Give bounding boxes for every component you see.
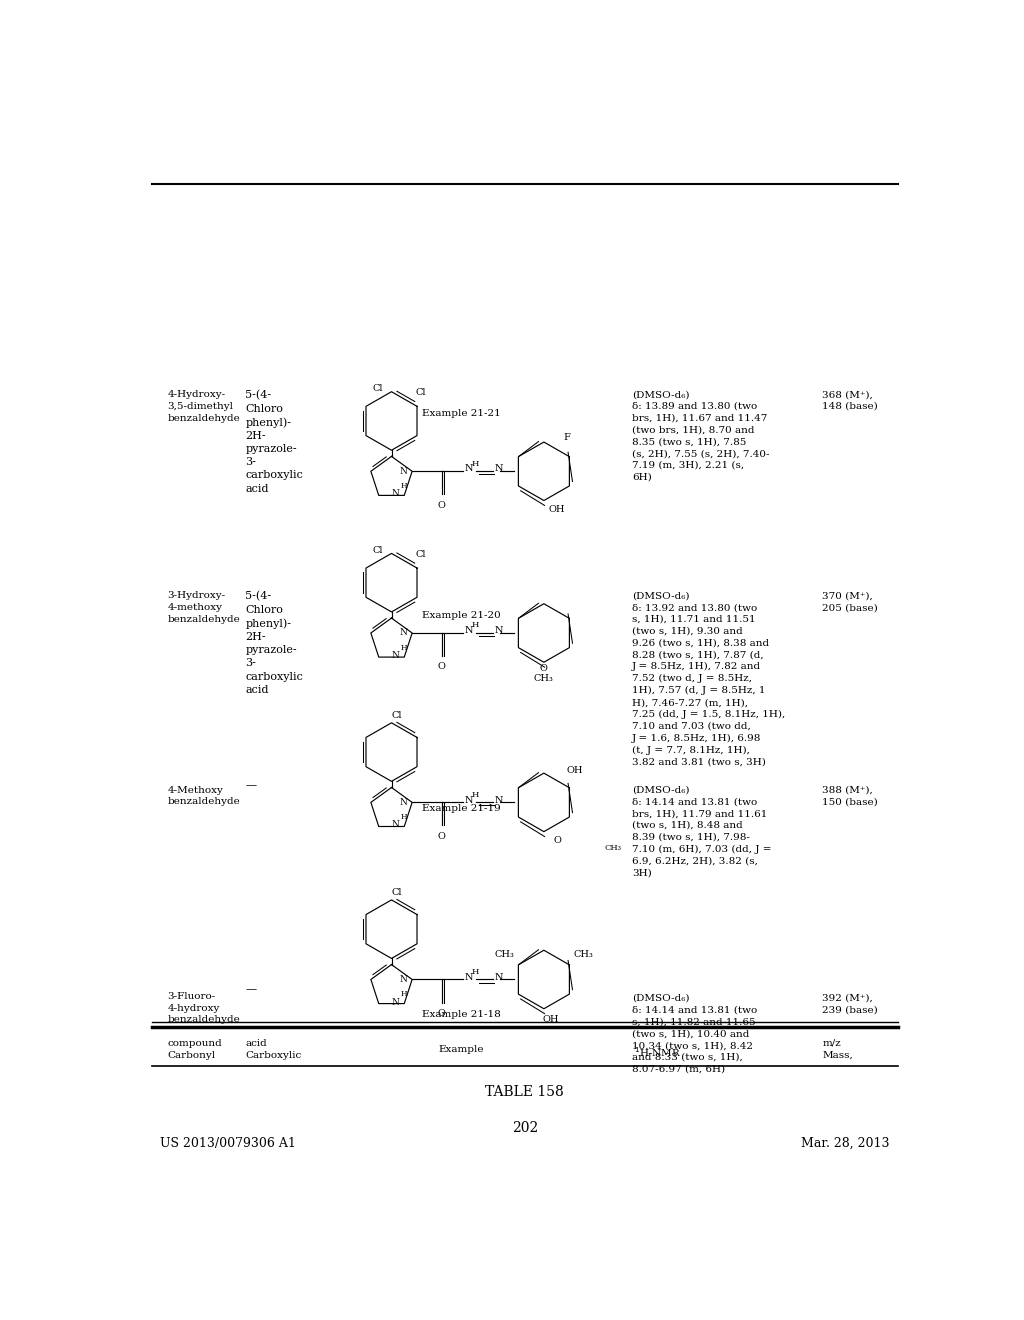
Text: H: H (471, 791, 478, 799)
Text: Cl: Cl (416, 550, 426, 558)
Text: CH₃: CH₃ (604, 843, 622, 851)
Text: Example 21-19: Example 21-19 (422, 804, 501, 813)
Text: $^{1}$H-NMR: $^{1}$H-NMR (634, 1044, 682, 1059)
Text: 370 (M⁺),
205 (base): 370 (M⁺), 205 (base) (822, 591, 879, 612)
Text: (DMSO-d₆)
δ: 14.14 and 13.81 (two
s, 1H), 11.82 and 11.65
(two s, 1H), 10.40 and: (DMSO-d₆) δ: 14.14 and 13.81 (two s, 1H)… (632, 994, 757, 1073)
Text: N: N (495, 796, 503, 805)
Text: N: N (495, 465, 503, 474)
Text: N: N (392, 651, 399, 660)
Text: N: N (495, 973, 503, 982)
Text: Carbonyl: Carbonyl (168, 1051, 216, 1060)
Text: N: N (465, 465, 473, 474)
Text: acid: acid (246, 1039, 267, 1048)
Text: H: H (400, 644, 407, 652)
Text: 5-(4-
Chloro
phenyl)-
2H-
pyrazole-
3-
carboxylic
acid: 5-(4- Chloro phenyl)- 2H- pyrazole- 3- c… (246, 391, 303, 494)
Text: Example 21-18: Example 21-18 (422, 1010, 501, 1019)
Text: 392 (M⁺),
239 (base): 392 (M⁺), 239 (base) (822, 994, 879, 1015)
Text: O: O (437, 1008, 445, 1018)
Text: O: O (437, 832, 445, 841)
Text: CH₃: CH₃ (573, 950, 594, 960)
Text: Cl: Cl (416, 388, 426, 397)
Text: compound: compound (168, 1039, 222, 1048)
Text: H: H (471, 622, 478, 630)
Text: O: O (437, 500, 445, 510)
Text: 4-Hydroxy-
3,5-dimethyl
benzaldehyde: 4-Hydroxy- 3,5-dimethyl benzaldehyde (168, 391, 241, 422)
Text: N: N (399, 975, 408, 983)
Text: N: N (465, 796, 473, 805)
Text: 388 (M⁺),
150 (base): 388 (M⁺), 150 (base) (822, 785, 879, 807)
Text: 368 (M⁺),
148 (base): 368 (M⁺), 148 (base) (822, 391, 879, 411)
Text: Cl: Cl (373, 546, 383, 556)
Text: H: H (400, 990, 407, 998)
Text: H: H (400, 482, 407, 490)
Text: US 2013/0079306 A1: US 2013/0079306 A1 (160, 1138, 296, 1150)
Text: N: N (392, 490, 399, 499)
Text: N: N (465, 626, 473, 635)
Text: 3-Hydroxy-
4-methoxy
benzaldehyde: 3-Hydroxy- 4-methoxy benzaldehyde (168, 591, 241, 624)
Text: Mar. 28, 2013: Mar. 28, 2013 (802, 1138, 890, 1150)
Text: O
CH₃: O CH₃ (534, 664, 554, 684)
Text: OH: OH (566, 767, 583, 775)
Text: O: O (437, 663, 445, 672)
Text: OH: OH (549, 506, 565, 515)
Text: N: N (399, 467, 408, 475)
Text: 202: 202 (512, 1121, 538, 1135)
Text: (DMSO-d₆)
δ: 13.92 and 13.80 (two
s, 1H), 11.71 and 11.51
(two s, 1H), 9.30 and
: (DMSO-d₆) δ: 13.92 and 13.80 (two s, 1H)… (632, 591, 785, 767)
Text: OH: OH (543, 1015, 559, 1024)
Text: Cl: Cl (391, 710, 402, 719)
Text: Carboxylic: Carboxylic (246, 1051, 302, 1060)
Text: 4-Methoxy
benzaldehyde: 4-Methoxy benzaldehyde (168, 785, 241, 807)
Text: Example 21-21: Example 21-21 (422, 409, 501, 418)
Text: (DMSO-d₆)
δ: 13.89 and 13.80 (two
brs, 1H), 11.67 and 11.47
(two brs, 1H), 8.70 : (DMSO-d₆) δ: 13.89 and 13.80 (two brs, 1… (632, 391, 769, 482)
Text: N: N (392, 998, 399, 1007)
Text: N: N (399, 628, 408, 638)
Text: H: H (471, 459, 478, 467)
Text: Cl: Cl (373, 384, 383, 393)
Text: Cl: Cl (391, 888, 402, 896)
Text: Mass,: Mass, (822, 1051, 853, 1060)
Text: TABLE 158: TABLE 158 (485, 1085, 564, 1100)
Text: —: — (246, 780, 257, 791)
Text: N: N (465, 973, 473, 982)
Text: N: N (399, 797, 408, 807)
Text: 5-(4-
Chloro
phenyl)-
2H-
pyrazole-
3-
carboxylic
acid: 5-(4- Chloro phenyl)- 2H- pyrazole- 3- c… (246, 591, 303, 694)
Text: F: F (563, 433, 570, 442)
Text: 3-Fluoro-
4-hydroxy
benzaldehyde: 3-Fluoro- 4-hydroxy benzaldehyde (168, 991, 241, 1024)
Text: H: H (471, 968, 478, 975)
Text: CH₃: CH₃ (495, 950, 514, 960)
Text: m/z: m/z (822, 1039, 841, 1048)
Text: (DMSO-d₆)
δ: 14.14 and 13.81 (two
brs, 1H), 11.79 and 11.61
(two s, 1H), 8.48 an: (DMSO-d₆) δ: 14.14 and 13.81 (two brs, 1… (632, 785, 771, 878)
Text: Example: Example (438, 1044, 484, 1053)
Text: N: N (392, 821, 399, 829)
Text: —: — (246, 983, 257, 994)
Text: H: H (400, 813, 407, 821)
Text: O: O (553, 837, 561, 845)
Text: N: N (495, 626, 503, 635)
Text: Example 21-20: Example 21-20 (422, 611, 501, 619)
